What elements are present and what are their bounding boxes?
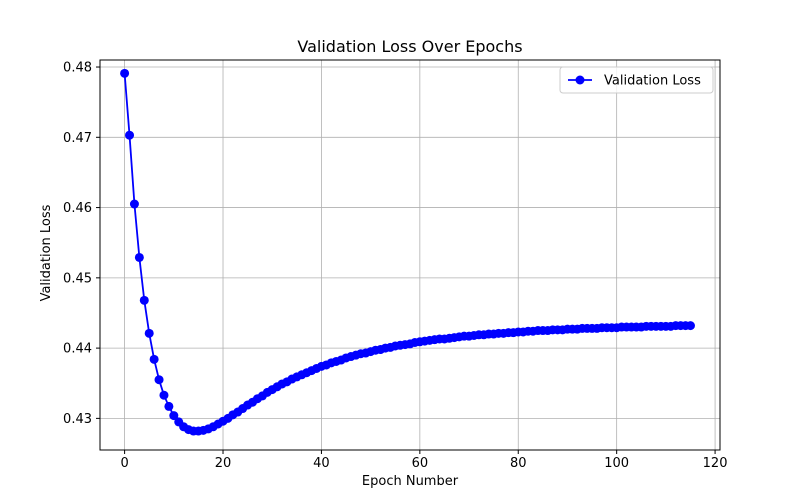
legend-label: Validation Loss bbox=[604, 74, 701, 89]
y-tick-label: 0.48 bbox=[63, 61, 92, 76]
chart-title: Validation Loss Over Epochs bbox=[297, 37, 522, 56]
legend-marker-sample bbox=[576, 76, 585, 85]
data-point bbox=[125, 131, 134, 140]
y-tick-label: 0.43 bbox=[63, 412, 92, 427]
series-validation-loss bbox=[120, 69, 695, 436]
data-point bbox=[135, 253, 144, 262]
x-tick-label: 0 bbox=[120, 456, 128, 471]
data-point bbox=[130, 200, 139, 209]
tick-marks-and-labels: 0 20 40 60 80 100 120 0.43 0.44 0.45 0.46 0.47 0.48 bbox=[63, 61, 727, 471]
x-tick-label: 20 bbox=[215, 456, 232, 471]
data-point bbox=[120, 69, 129, 78]
y-tick-label: 0.45 bbox=[63, 271, 92, 286]
x-tick-label: 120 bbox=[703, 456, 728, 471]
plot-frame bbox=[100, 60, 720, 450]
y-tick-label: 0.44 bbox=[63, 342, 92, 357]
data-point bbox=[140, 296, 149, 305]
y-axis-label: Validation Loss bbox=[39, 204, 54, 301]
data-point bbox=[686, 321, 695, 330]
x-axis-label: Epoch Number bbox=[362, 474, 459, 489]
x-tick-label: 80 bbox=[510, 456, 527, 471]
data-point bbox=[164, 402, 173, 411]
legend: Validation Loss bbox=[560, 67, 713, 93]
y-tick-label: 0.46 bbox=[63, 201, 92, 216]
data-point bbox=[145, 329, 154, 338]
x-tick-label: 60 bbox=[412, 456, 429, 471]
x-tick-label: 40 bbox=[313, 456, 330, 471]
axes bbox=[100, 60, 720, 450]
data-point bbox=[159, 391, 168, 400]
x-tick-label: 100 bbox=[604, 456, 629, 471]
data-point bbox=[155, 375, 164, 384]
series-line bbox=[125, 73, 691, 431]
series-layer bbox=[120, 69, 695, 436]
y-tick-label: 0.47 bbox=[63, 131, 92, 146]
data-point bbox=[150, 355, 159, 364]
grid-lines bbox=[100, 60, 720, 450]
